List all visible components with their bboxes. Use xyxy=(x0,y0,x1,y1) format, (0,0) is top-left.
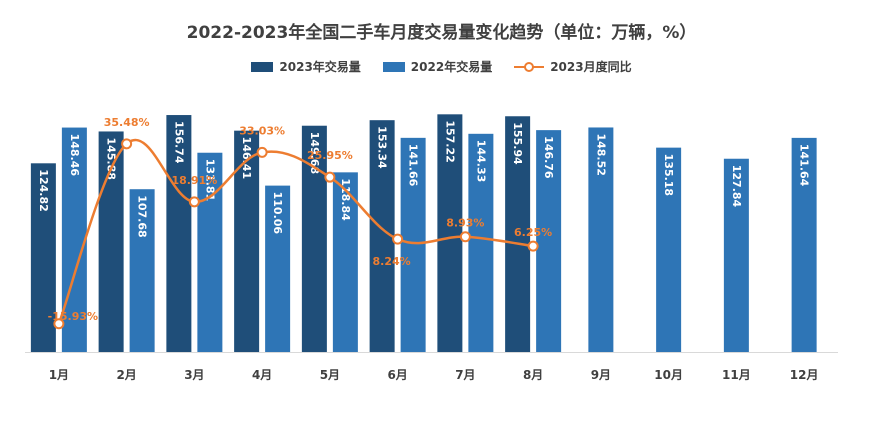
bar-label-2022-5: 118.84 xyxy=(339,178,352,221)
bar-2023-1 xyxy=(30,163,56,352)
bar-2022-9 xyxy=(588,127,614,352)
bar-2023-3 xyxy=(166,115,192,353)
bar-label-2022-7: 144.33 xyxy=(474,140,487,182)
legend-label-2022-volume: 2022年交易量 xyxy=(410,60,493,74)
yoy-label-1: -15.93% xyxy=(48,310,98,323)
yoy-label-4: 33.03% xyxy=(239,124,285,137)
yoy-point-3 xyxy=(188,196,200,208)
yoy-point-5 xyxy=(324,171,336,183)
bar-2022-3 xyxy=(197,152,223,352)
bar-2022-2 xyxy=(129,189,155,352)
x-tick-label-6: 6月 xyxy=(387,368,407,382)
yoy-label-8: 6.25% xyxy=(514,226,552,239)
bar-2022-1 xyxy=(61,127,87,352)
bar-label-2022-10: 135.18 xyxy=(662,154,675,196)
yoy-point-7 xyxy=(459,231,471,243)
bar-label-2022-3: 131.81 xyxy=(203,159,216,201)
legend-swatch-2022-volume xyxy=(382,61,405,72)
yoy-label-2: 35.48% xyxy=(104,116,150,129)
bar-2023-7 xyxy=(437,114,463,353)
x-tick-label-1: 1月 xyxy=(49,368,69,382)
bar-label-2022-2: 107.68 xyxy=(136,195,149,237)
legend-item-2023-volume[interactable]: 2023年交易量 xyxy=(251,58,361,75)
bar-label-2022-8: 146.76 xyxy=(542,136,555,179)
x-tick-label-8: 8月 xyxy=(523,368,543,382)
bar-2022-12 xyxy=(791,137,817,352)
bar-label-2023-4: 146.41 xyxy=(240,137,253,179)
x-tick-label-9: 9月 xyxy=(591,368,611,382)
bar-label-2023-5: 149.68 xyxy=(308,132,321,174)
bar-2022-11 xyxy=(723,158,749,352)
bar-label-2023-8: 155.94 xyxy=(511,122,524,165)
bar-label-2023-2: 145.88 xyxy=(105,137,118,179)
bar-label-2022-1: 148.46 xyxy=(68,134,81,177)
legend-item-2022-volume[interactable]: 2022年交易量 xyxy=(382,58,493,75)
x-tick-label-10: 10月 xyxy=(654,368,683,382)
bar-label-2023-1: 124.82 xyxy=(37,169,50,211)
legend-swatch-yoy xyxy=(514,61,545,72)
yoy-point-6 xyxy=(392,233,404,245)
bar-label-2022-9: 148.52 xyxy=(594,133,607,175)
legend-label-yoy: 2023月度同比 xyxy=(550,60,632,74)
x-tick-label-7: 7月 xyxy=(455,368,475,382)
x-tick-label-5: 5月 xyxy=(320,368,340,382)
bar-2022-6 xyxy=(400,137,426,352)
x-tick-label-11: 11月 xyxy=(722,368,751,382)
yoy-label-3: 18.91% xyxy=(171,174,217,187)
bar-label-2022-12: 141.64 xyxy=(798,144,811,187)
legend-item-yoy[interactable]: 2023月度同比 xyxy=(514,58,632,75)
bar-label-2022-4: 110.06 xyxy=(271,192,284,235)
yoy-point-4 xyxy=(256,146,268,158)
bar-2023-8 xyxy=(505,116,531,353)
x-tick-label-12: 12月 xyxy=(790,368,819,382)
yoy-label-5: 25.95% xyxy=(307,149,353,162)
yoy-label-6: 8.24% xyxy=(373,255,411,268)
bar-2022-5 xyxy=(332,172,358,352)
bar-2022-4 xyxy=(265,185,291,352)
chart-title: 2022-2023年全国二手车月度交易量变化趋势（单位：万辆，%） xyxy=(186,23,697,43)
yoy-point-2 xyxy=(121,138,133,150)
bar-2022-8 xyxy=(536,130,562,352)
x-tick-label-3: 3月 xyxy=(184,368,204,382)
bar-label-2022-11: 127.84 xyxy=(730,165,743,208)
bar-2022-7 xyxy=(468,133,494,352)
yoy-point-1 xyxy=(53,318,65,330)
x-tick-label-4: 4月 xyxy=(252,368,272,382)
bar-2022-10 xyxy=(656,147,682,352)
bar-label-2023-6: 153.34 xyxy=(376,126,389,169)
bar-label-2023-3: 156.74 xyxy=(172,121,185,164)
legend-label-2023-volume: 2023年交易量 xyxy=(279,60,361,74)
yoy-label-7: 8.93% xyxy=(446,217,484,230)
bar-label-2023-7: 157.22 xyxy=(443,120,456,162)
bar-label-2022-6: 141.66 xyxy=(407,144,420,187)
chart-legend: 2023年交易量 2022年交易量 2023月度同比 xyxy=(0,58,883,75)
x-tick-label-2: 2月 xyxy=(116,368,136,382)
yoy-point-8 xyxy=(527,240,539,252)
legend-swatch-2023-volume xyxy=(251,61,274,72)
